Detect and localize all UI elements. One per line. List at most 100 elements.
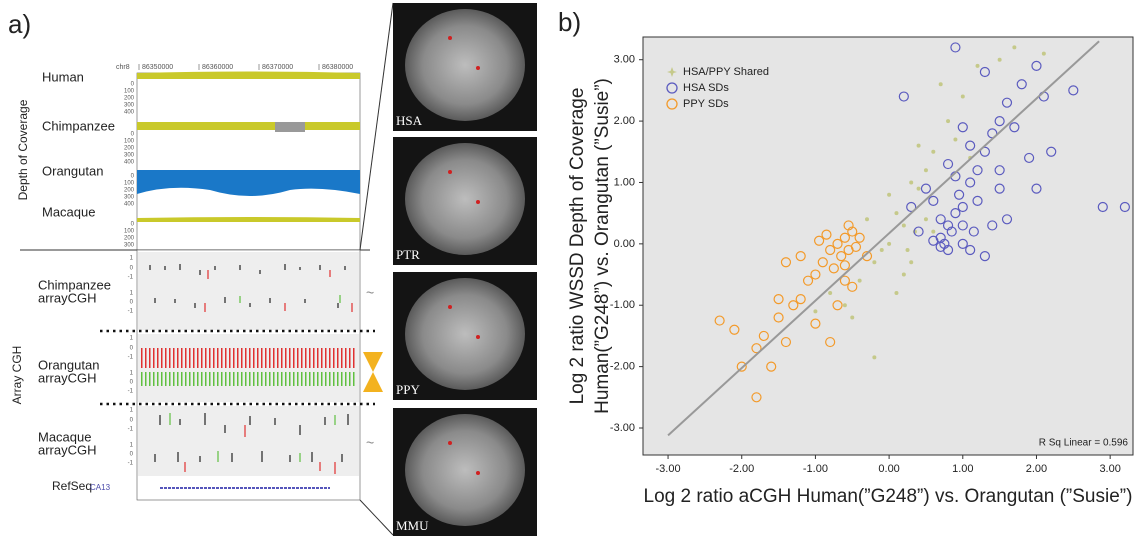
point	[1031, 183, 1042, 194]
track-name: Macaque	[38, 429, 91, 444]
point	[994, 115, 1005, 127]
point	[817, 257, 828, 268]
point	[913, 226, 924, 237]
track-tick: 300	[124, 195, 135, 201]
track-tick: 0	[131, 174, 135, 180]
point	[1001, 214, 1013, 225]
track-tick: 0	[130, 418, 134, 424]
point	[780, 257, 792, 268]
signal	[448, 441, 452, 445]
y-tick-label: -1.00	[610, 299, 635, 311]
image-label: PPY	[396, 382, 420, 397]
cgh-bars	[140, 264, 356, 474]
track-name: Chimpanzee	[42, 118, 115, 133]
point	[810, 269, 821, 280]
track-tick: 300	[124, 103, 135, 109]
point	[850, 315, 855, 320]
point	[965, 244, 976, 256]
track-tick: 0	[131, 82, 135, 88]
approx-sign: ~	[366, 285, 374, 301]
point	[994, 183, 1005, 194]
x-tick-label: 0.00	[878, 463, 899, 475]
point	[953, 137, 958, 142]
point	[802, 275, 814, 286]
point	[836, 251, 847, 262]
track-tick: 0	[131, 132, 135, 138]
point	[901, 223, 906, 228]
point	[850, 241, 862, 253]
position-label: 86360000	[202, 64, 233, 71]
coverage-gap	[275, 122, 305, 132]
track-tick: 0	[130, 300, 134, 306]
point	[865, 217, 869, 222]
point	[879, 247, 884, 252]
gene-label: CA13	[90, 483, 111, 492]
point	[979, 66, 990, 78]
point	[972, 165, 983, 176]
image-label: MMU	[396, 518, 429, 533]
point	[887, 241, 892, 246]
legend-marker	[666, 82, 678, 94]
point	[916, 143, 921, 148]
point	[997, 57, 1002, 62]
point	[813, 309, 818, 314]
point	[923, 168, 928, 173]
nucleus	[405, 9, 525, 121]
track-tick: -1	[128, 355, 134, 361]
point	[894, 211, 899, 216]
point	[751, 343, 762, 354]
point	[821, 229, 832, 240]
x-tick-label: 1.00	[952, 463, 973, 475]
track-tick: 100	[124, 229, 135, 235]
x-tick-label: 3.00	[1099, 463, 1120, 475]
point	[909, 260, 914, 265]
point	[950, 42, 961, 53]
point	[935, 214, 946, 225]
point	[736, 361, 747, 372]
position-label: 86380000	[322, 64, 353, 71]
point	[942, 158, 954, 170]
connector	[359, 499, 394, 536]
point	[1068, 85, 1079, 96]
track-tick: 1	[130, 336, 134, 342]
x-tick-label: -2.00	[729, 463, 754, 475]
point	[905, 247, 910, 252]
point	[972, 195, 983, 206]
track-tick: 1	[130, 443, 134, 449]
y-tick-label: 3.00	[614, 54, 635, 66]
point	[1024, 152, 1035, 164]
track-tick: 0	[130, 266, 134, 272]
track-tick: -1	[128, 275, 134, 281]
refseq-label: RefSeq	[52, 479, 92, 493]
x-tick-label: -1.00	[803, 463, 828, 475]
point	[839, 232, 850, 243]
point	[954, 189, 965, 200]
point	[843, 220, 854, 231]
track-tick: 0	[130, 346, 134, 352]
track-tick: -1	[128, 309, 134, 315]
connector	[359, 2, 394, 251]
track-tick: 400	[124, 160, 135, 166]
legend-marker	[667, 67, 677, 77]
point	[994, 165, 1005, 176]
track-name: arrayCGH	[38, 442, 97, 457]
plot-area	[642, 36, 1134, 456]
point	[887, 192, 892, 197]
x-tick-label: 2.00	[1026, 463, 1047, 475]
point	[909, 180, 914, 185]
legend-label: HSA SDs	[683, 82, 729, 94]
point	[960, 94, 965, 99]
point	[1009, 122, 1020, 133]
track-tick: 1	[130, 291, 134, 297]
point	[906, 201, 917, 213]
track-tick: 100	[124, 181, 135, 187]
point	[1001, 97, 1013, 108]
point	[872, 355, 877, 360]
point	[872, 260, 877, 265]
track-tick: 400	[124, 110, 135, 116]
panel-label: b)	[558, 7, 581, 37]
track-tick: 200	[124, 146, 135, 152]
signal	[448, 36, 452, 40]
legend-marker	[666, 98, 678, 110]
point	[795, 251, 806, 262]
